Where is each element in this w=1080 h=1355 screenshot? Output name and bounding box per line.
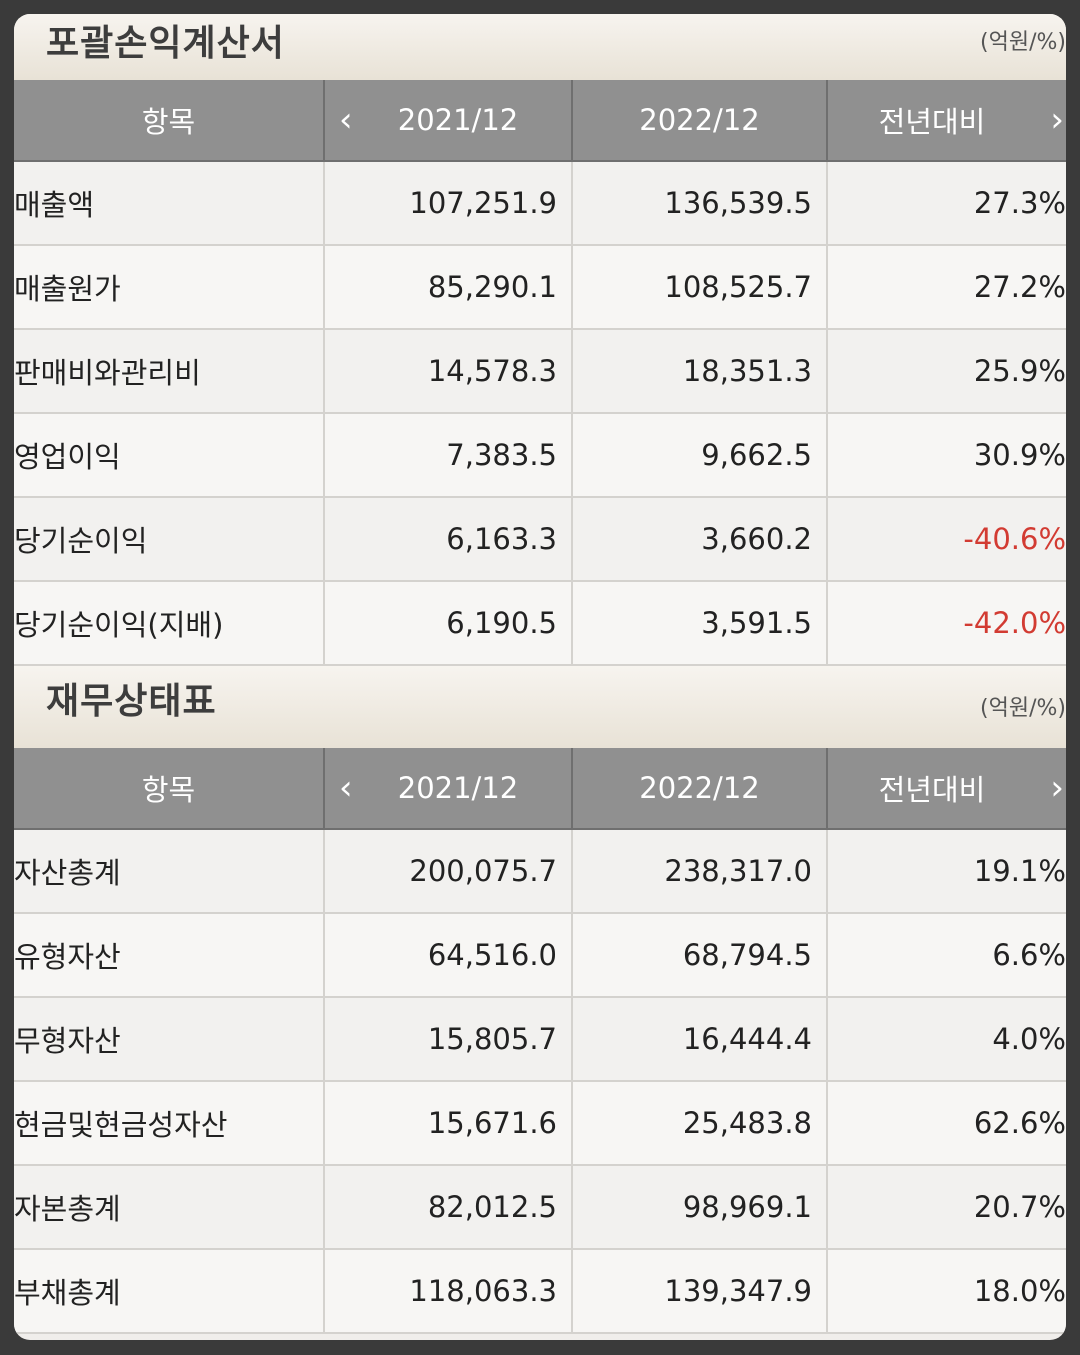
chevron-left-icon[interactable]: ‹ <box>339 768 353 808</box>
table-row: 매출원가 85,290.1 108,525.7 27.2% <box>14 245 1066 330</box>
chevron-right-icon[interactable]: › <box>1050 768 1064 808</box>
value-yoy: 27.3% <box>827 161 1066 246</box>
value-2021: 118,063.3 <box>324 1249 573 1334</box>
table-row: 당기순이익(지배) 6,190.5 3,591.5 -42.0% <box>14 581 1066 666</box>
value-2022: 238,317.0 <box>572 829 828 914</box>
value-2022: 108,525.7 <box>572 245 828 330</box>
row-label: 매출액 <box>14 161 325 246</box>
balance-sheet-body: 자산총계 200,075.7 238,317.0 19.1% 유형자산 64,516.0… <box>14 829 1066 1334</box>
value-2022: 98,969.1 <box>572 1165 828 1250</box>
column-header-2021: ‹ 2021/12 <box>324 748 573 829</box>
table-row: 판매비와관리비 14,578.3 18,351.3 25.9% <box>14 329 1066 414</box>
column-header-2021-label: 2021/12 <box>397 103 519 137</box>
balance-sheet-section: 재무상태표 (억원/%) 항목 ‹ 2021/12 2022/12 전년대비 › <box>14 666 1066 1334</box>
column-header-yoy: 전년대비 › <box>827 748 1066 829</box>
column-header-2022-label: 2022/12 <box>639 771 760 805</box>
value-2021: 14,578.3 <box>324 329 573 414</box>
value-2022: 18,351.3 <box>572 329 828 414</box>
column-header-2022-label: 2022/12 <box>639 103 760 137</box>
column-header-item: 항목 <box>14 80 325 161</box>
column-header-yoy-label: 전년대비 <box>878 773 986 807</box>
value-2022: 68,794.5 <box>572 913 828 998</box>
row-label: 자본총계 <box>14 1165 325 1250</box>
income-statement-section: 포괄손익계산서 (억원/%) 항목 ‹ 2021/12 2022/12 전년대비… <box>14 14 1066 666</box>
value-2021: 15,805.7 <box>324 997 573 1082</box>
financial-summary-card: 포괄손익계산서 (억원/%) 항목 ‹ 2021/12 2022/12 전년대비… <box>14 14 1066 1340</box>
balance-sheet-title: 재무상태표 <box>46 681 217 722</box>
table-row: 자본총계 82,012.5 98,969.1 20.7% <box>14 1165 1066 1250</box>
table-row: 당기순이익 6,163.3 3,660.2 -40.6% <box>14 497 1066 582</box>
value-yoy: 19.1% <box>827 829 1066 914</box>
value-yoy: 62.6% <box>827 1081 1066 1166</box>
value-2021: 200,075.7 <box>324 829 573 914</box>
value-2022: 136,539.5 <box>572 161 828 246</box>
row-label: 유형자산 <box>14 913 325 998</box>
value-yoy: 25.9% <box>827 329 1066 414</box>
row-label: 당기순이익 <box>14 497 325 582</box>
value-2022: 9,662.5 <box>572 413 828 498</box>
chevron-right-icon[interactable]: › <box>1050 100 1064 140</box>
row-label: 자산총계 <box>14 829 325 914</box>
column-header-2022: 2022/12 <box>572 748 828 829</box>
column-header-item-label: 항목 <box>141 105 196 139</box>
row-label: 당기순이익(지배) <box>14 581 325 666</box>
value-yoy: -42.0% <box>827 581 1066 666</box>
income-statement-title: 포괄손익계산서 <box>46 23 285 64</box>
column-header-yoy-label: 전년대비 <box>878 105 986 139</box>
table-row: 유형자산 64,516.0 68,794.5 6.6% <box>14 913 1066 998</box>
value-yoy: 4.0% <box>827 997 1066 1082</box>
table-header-row: 항목 ‹ 2021/12 2022/12 전년대비 › <box>14 80 1066 161</box>
value-yoy: 30.9% <box>827 413 1066 498</box>
unit-label: (억원/%) <box>980 30 1066 55</box>
row-label: 영업이익 <box>14 413 325 498</box>
row-label: 매출원가 <box>14 245 325 330</box>
value-2021: 107,251.9 <box>324 161 573 246</box>
row-label: 판매비와관리비 <box>14 329 325 414</box>
column-header-2021-label: 2021/12 <box>397 771 519 805</box>
column-header-item-label: 항목 <box>141 773 196 807</box>
table-row: 부채총계 118,063.3 139,347.9 18.0% <box>14 1249 1066 1334</box>
row-label: 부채총계 <box>14 1249 325 1334</box>
table-row: 영업이익 7,383.5 9,662.5 30.9% <box>14 413 1066 498</box>
income-statement-table: 항목 ‹ 2021/12 2022/12 전년대비 › 매출액 107,251.9… <box>14 80 1066 666</box>
value-yoy: 20.7% <box>827 1165 1066 1250</box>
value-2021: 15,671.6 <box>324 1081 573 1166</box>
value-2022: 16,444.4 <box>572 997 828 1082</box>
value-2021: 6,190.5 <box>324 581 573 666</box>
value-yoy: -40.6% <box>827 497 1066 582</box>
value-2021: 85,290.1 <box>324 245 573 330</box>
table-row: 무형자산 15,805.7 16,444.4 4.0% <box>14 997 1066 1082</box>
income-statement-header: 포괄손익계산서 (억원/%) <box>14 14 1066 80</box>
column-header-2022: 2022/12 <box>572 80 828 161</box>
value-2021: 6,163.3 <box>324 497 573 582</box>
value-yoy: 18.0% <box>827 1249 1066 1334</box>
unit-label: (억원/%) <box>980 696 1066 721</box>
value-2022: 25,483.8 <box>572 1081 828 1166</box>
value-yoy: 6.6% <box>827 913 1066 998</box>
value-2021: 7,383.5 <box>324 413 573 498</box>
balance-sheet-header: 재무상태표 (억원/%) <box>14 666 1066 748</box>
value-yoy: 27.2% <box>827 245 1066 330</box>
table-header-row: 항목 ‹ 2021/12 2022/12 전년대비 › <box>14 748 1066 829</box>
value-2022: 3,660.2 <box>572 497 828 582</box>
row-label: 무형자산 <box>14 997 325 1082</box>
table-row: 자산총계 200,075.7 238,317.0 19.1% <box>14 829 1066 914</box>
row-label: 현금및현금성자산 <box>14 1081 325 1166</box>
table-row: 현금및현금성자산 15,671.6 25,483.8 62.6% <box>14 1081 1066 1166</box>
column-header-2021: ‹ 2021/12 <box>324 80 573 161</box>
column-header-yoy: 전년대비 › <box>827 80 1066 161</box>
balance-sheet-table: 항목 ‹ 2021/12 2022/12 전년대비 › 자산총계 200,075.… <box>14 748 1066 1334</box>
value-2022: 3,591.5 <box>572 581 828 666</box>
table-row: 매출액 107,251.9 136,539.5 27.3% <box>14 161 1066 246</box>
value-2021: 82,012.5 <box>324 1165 573 1250</box>
column-header-item: 항목 <box>14 748 325 829</box>
value-2021: 64,516.0 <box>324 913 573 998</box>
chevron-left-icon[interactable]: ‹ <box>339 100 353 140</box>
income-statement-body: 매출액 107,251.9 136,539.5 27.3% 매출원가 85,290.1 1… <box>14 161 1066 666</box>
value-2022: 139,347.9 <box>572 1249 828 1334</box>
